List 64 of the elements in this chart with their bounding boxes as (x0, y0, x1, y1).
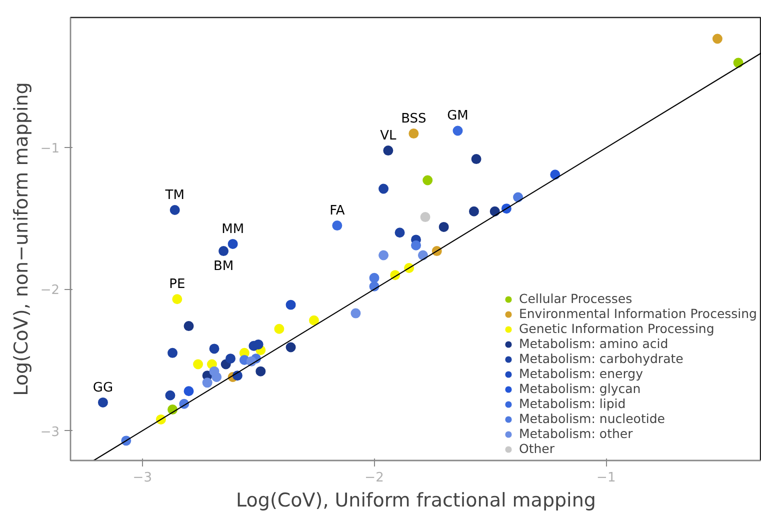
point (378, 250, 389, 260)
point (98, 397, 108, 408)
point (411, 240, 421, 250)
annotation: BM (213, 259, 234, 274)
x-axis-title: Log(CoV), Uniform fractional mapping (236, 490, 596, 512)
point (438, 222, 449, 232)
point (383, 146, 394, 156)
legend-label: Environmental Information Processing (518, 306, 757, 321)
point (202, 378, 212, 388)
y-tick-label: −3 (40, 424, 60, 440)
point (172, 294, 182, 304)
y-tick-label: −1 (40, 142, 60, 157)
point (332, 220, 342, 231)
point (184, 321, 194, 332)
point (422, 175, 433, 186)
legend-label: Metabolism: nucleotide (518, 411, 665, 426)
point (286, 342, 296, 352)
point (286, 300, 296, 310)
point (256, 366, 266, 376)
legend-label: Metabolism: other (518, 426, 633, 441)
legend-label: Genetic Information Processing (518, 321, 714, 336)
point (253, 339, 264, 350)
y-axis-title: Log(CoV), non−uniform mapping (10, 82, 32, 396)
annotation: VL (380, 128, 397, 144)
annotation: BSS (401, 112, 426, 127)
legend-label: Metabolism: glycan (518, 381, 641, 396)
legend-label: Metabolism: lipid (518, 396, 626, 411)
annotation: GM (447, 108, 468, 124)
point (218, 246, 229, 256)
x-tick-label: −3 (132, 470, 152, 486)
annotation: PE (169, 277, 186, 292)
point (378, 184, 389, 194)
point (468, 206, 479, 216)
point (350, 308, 361, 318)
y-tick-label: −2 (40, 283, 60, 298)
point (274, 324, 284, 334)
point (228, 238, 238, 249)
point (168, 348, 178, 358)
annotation: GG (92, 380, 114, 396)
point (209, 344, 220, 354)
point (408, 128, 419, 139)
x-tick-label: −2 (364, 470, 384, 486)
point (212, 372, 222, 382)
point (420, 212, 430, 222)
x-tick-label: −1 (596, 470, 616, 486)
annotation: FA (330, 204, 345, 219)
point (369, 272, 380, 283)
legend-label: Metabolism: amino acid (518, 336, 668, 351)
point (471, 154, 482, 164)
point (165, 390, 176, 400)
point (308, 315, 319, 326)
point (712, 34, 722, 44)
legend-label: Cellular Processes (518, 291, 632, 306)
legend-label: Other (518, 441, 554, 456)
point (452, 126, 463, 136)
legend-label: Metabolism: carbohydrate (518, 351, 684, 366)
point (184, 386, 194, 396)
annotation: TM (164, 188, 184, 203)
point (170, 204, 180, 215)
point (225, 354, 236, 364)
point (394, 228, 405, 238)
annotation: MM (222, 222, 244, 237)
legend-label: Metabolism: energy (518, 366, 643, 381)
point (193, 359, 204, 370)
